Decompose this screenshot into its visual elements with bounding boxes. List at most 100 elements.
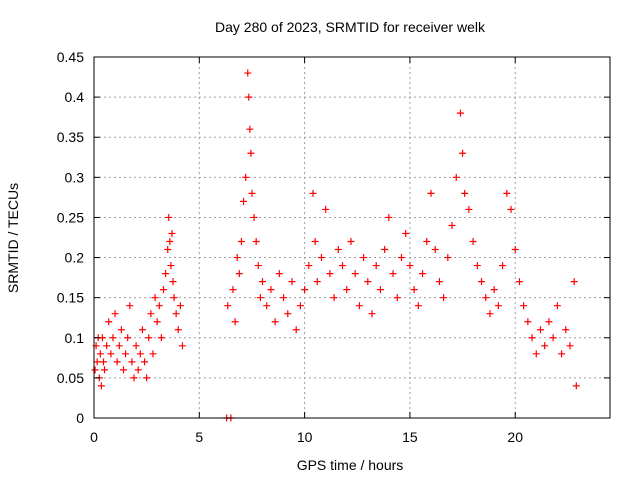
data-point — [126, 302, 134, 310]
data-point — [111, 310, 119, 318]
data-point — [224, 302, 232, 310]
data-point — [389, 270, 397, 278]
data-point — [536, 326, 544, 334]
data-point — [256, 294, 264, 302]
data-point — [524, 318, 532, 326]
data-point — [431, 246, 439, 254]
data-point — [231, 318, 239, 326]
grid-lines — [94, 57, 610, 418]
data-point — [541, 342, 549, 350]
data-point — [372, 262, 380, 270]
data-point — [97, 382, 105, 390]
data-point — [147, 310, 155, 318]
data-point — [162, 270, 170, 278]
data-point — [176, 302, 184, 310]
y-axis-label: SRMTID / TECUs — [5, 183, 21, 293]
data-point — [170, 294, 178, 302]
data-point — [414, 302, 422, 310]
data-point — [507, 205, 515, 213]
data-point — [490, 286, 498, 294]
data-point — [355, 302, 363, 310]
x-axis-label: GPS time / hours — [297, 457, 404, 473]
y-tick-label: 0.25 — [57, 209, 84, 225]
data-point — [360, 254, 368, 262]
data-point — [103, 342, 111, 350]
data-point — [558, 350, 566, 358]
data-point — [145, 334, 153, 342]
data-point — [301, 286, 309, 294]
data-point — [246, 125, 254, 133]
data-point — [157, 334, 165, 342]
data-point — [105, 318, 113, 326]
data-point — [244, 69, 252, 77]
data-point — [317, 254, 325, 262]
data-point — [343, 286, 351, 294]
data-point — [469, 238, 477, 246]
data-point — [368, 310, 376, 318]
data-point — [134, 366, 142, 374]
data-point — [128, 358, 136, 366]
data-point — [520, 302, 528, 310]
data-point — [132, 342, 140, 350]
data-point — [309, 189, 317, 197]
data-point — [263, 302, 271, 310]
data-point — [440, 294, 448, 302]
data-point — [511, 246, 519, 254]
data-point — [410, 286, 418, 294]
data-point — [313, 278, 321, 286]
data-point — [456, 109, 464, 117]
x-tick-label: 20 — [507, 429, 523, 445]
x-tick-label: 15 — [402, 429, 418, 445]
data-point — [168, 229, 176, 237]
data-point — [138, 326, 146, 334]
data-point — [117, 326, 125, 334]
data-point — [165, 213, 173, 221]
data-point — [393, 294, 401, 302]
y-tick-label: 0.15 — [57, 290, 84, 306]
data-point — [473, 262, 481, 270]
data-point — [252, 238, 260, 246]
data-point — [528, 334, 536, 342]
y-tick-label: 0 — [76, 410, 84, 426]
data-point — [330, 294, 338, 302]
data-point — [169, 278, 177, 286]
data-point — [284, 310, 292, 318]
data-point — [482, 294, 490, 302]
data-point — [427, 189, 435, 197]
data-point — [143, 374, 151, 382]
data-point — [275, 270, 283, 278]
data-point — [385, 213, 393, 221]
data-point — [101, 366, 109, 374]
data-point — [233, 254, 241, 262]
y-tick-label: 0.4 — [65, 89, 85, 105]
data-point — [237, 238, 245, 246]
data-point — [151, 294, 159, 302]
data-point — [245, 93, 253, 101]
data-point — [339, 262, 347, 270]
data-point — [242, 173, 250, 181]
data-point — [174, 326, 182, 334]
data-point — [459, 149, 467, 157]
data-point — [167, 262, 175, 270]
data-point — [305, 262, 313, 270]
data-point — [532, 350, 540, 358]
data-point — [444, 254, 452, 262]
data-point — [322, 205, 330, 213]
data-point — [155, 302, 163, 310]
x-tick-label: 10 — [297, 429, 313, 445]
data-point — [166, 238, 174, 246]
data-point — [570, 278, 578, 286]
data-point — [248, 189, 256, 197]
data-point — [452, 173, 460, 181]
data-point — [119, 366, 127, 374]
x-tick-label: 5 — [195, 429, 203, 445]
data-point — [235, 270, 243, 278]
data-point — [99, 358, 107, 366]
data-point — [461, 189, 469, 197]
data-point — [247, 149, 255, 157]
x-tick-label: 0 — [90, 429, 98, 445]
data-point — [124, 334, 132, 342]
data-point — [478, 278, 486, 286]
data-point — [562, 326, 570, 334]
